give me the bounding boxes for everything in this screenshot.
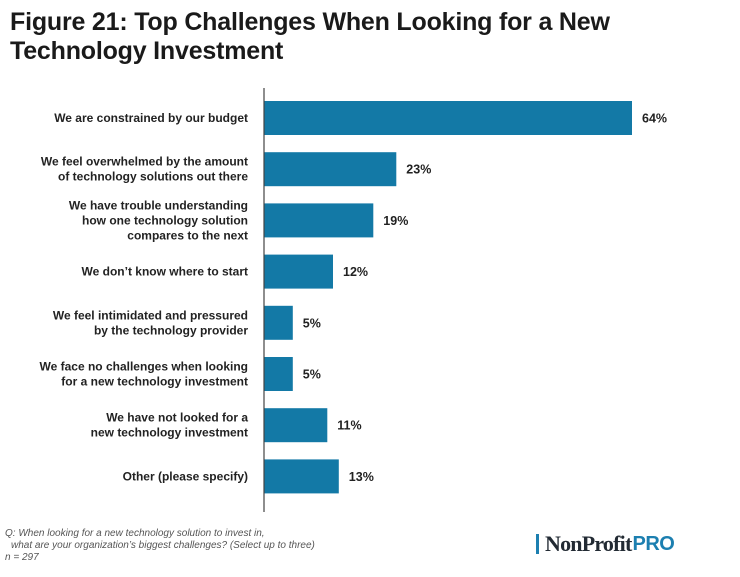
- category-label-2: We feel overwhelmed by the amount of tech…: [41, 155, 248, 184]
- category-label-7-line-1: We have not looked for a: [106, 411, 248, 425]
- bar-5: [264, 305, 293, 340]
- category-label-3-line-2: how one technology solution: [82, 213, 248, 227]
- bar-8: [264, 459, 339, 494]
- nonprofit-pro-logo: NonProfit PRO: [536, 531, 675, 557]
- value-label-8: 13%: [349, 470, 374, 484]
- bars-layer: [264, 101, 632, 494]
- category-label-2-line-2: of technology solutions out there: [58, 170, 248, 184]
- category-label-5-line-2: by the technology provider: [94, 323, 248, 337]
- category-labels-layer: We are constrained by our budget We feel …: [40, 111, 249, 483]
- category-label-6-line-1: We face no challenges when looking: [40, 360, 249, 374]
- value-labels-layer: 64% 23% 19% 12% 5% 5% 11% 13%: [303, 112, 667, 484]
- value-label-3: 19%: [383, 214, 408, 228]
- category-label-3-line-1: We have trouble understanding: [69, 198, 248, 212]
- category-label-4: We don’t know where to start: [82, 265, 248, 279]
- category-label-8: Other (please specify): [123, 469, 248, 483]
- value-label-7: 11%: [337, 419, 361, 433]
- footnote-question-line-1: Q: When looking for a new technology sol…: [5, 528, 265, 539]
- category-label-6: We face no challenges when looking for a …: [40, 360, 249, 389]
- footnote-sample-size: n = 297: [5, 552, 39, 563]
- bar-6: [264, 357, 293, 391]
- category-label-5-line-1: We feel intimidated and pressured: [53, 308, 248, 322]
- category-label-4-line-1: We don’t know where to start: [82, 265, 248, 279]
- bar-2: [264, 152, 397, 187]
- bar-7: [264, 408, 328, 443]
- logo-bar-mark: [536, 534, 539, 554]
- category-label-8-line-1: Other (please specify): [123, 469, 248, 483]
- logo-text-nonprofit: NonProfit: [545, 531, 632, 556]
- category-label-7: We have not looked for a new technology i…: [91, 411, 249, 440]
- category-label-7-line-2: new technology investment: [91, 426, 248, 440]
- category-label-1-line-1: We are constrained by our budget: [54, 111, 248, 125]
- bar-4: [264, 254, 333, 289]
- category-label-2-line-1: We feel overwhelmed by the amount: [41, 155, 248, 169]
- value-label-5: 5%: [303, 316, 321, 330]
- value-label-2: 23%: [406, 163, 431, 177]
- bar-3: [264, 203, 374, 238]
- category-label-3-line-3: compares to the next: [127, 228, 248, 242]
- category-label-3: We have trouble understanding how one tec…: [69, 198, 248, 242]
- category-label-5: We feel intimidated and pressured by the …: [53, 308, 248, 337]
- category-label-1: We are constrained by our budget: [54, 111, 248, 125]
- bar-1: [264, 101, 632, 135]
- category-label-6-line-2: for a new technology investment: [61, 375, 248, 389]
- logo-text-pro: PRO: [632, 532, 675, 555]
- value-label-4: 12%: [343, 265, 368, 279]
- chart-title: Figure 21: Top Challenges When Looking f…: [10, 8, 610, 65]
- survey-footnote: Q: When looking for a new technology sol…: [5, 528, 425, 564]
- value-label-6: 5%: [303, 368, 321, 382]
- value-label-1: 64%: [642, 112, 667, 126]
- footnote-question-line-2: what are your organization’s biggest cha…: [11, 540, 315, 551]
